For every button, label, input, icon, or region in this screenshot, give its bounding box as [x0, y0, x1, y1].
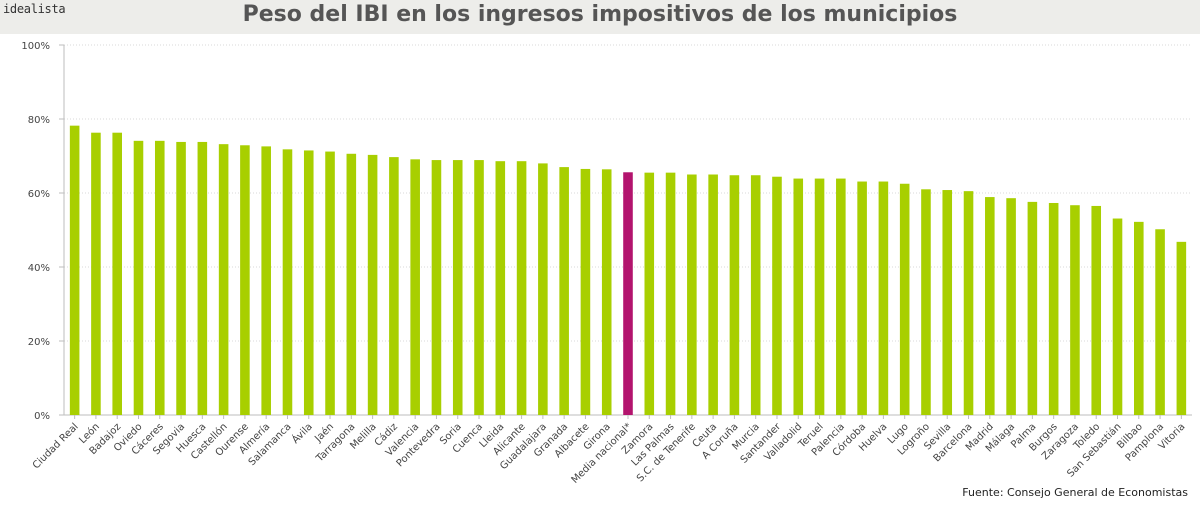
bar [878, 181, 889, 415]
bar [261, 146, 271, 415]
bar [303, 150, 314, 415]
y-tick-label: 100% [21, 41, 50, 52]
x-tick-label: Ávila [289, 420, 315, 446]
bar [1112, 218, 1123, 415]
bar [814, 178, 825, 415]
bar [899, 183, 910, 415]
bar [176, 141, 186, 415]
bar [985, 197, 995, 415]
bar [112, 132, 122, 415]
bar [1134, 221, 1144, 415]
bar [559, 167, 569, 415]
bar [1006, 198, 1016, 415]
bar [133, 140, 144, 415]
bar [601, 169, 612, 415]
y-tick-label: 80% [28, 115, 50, 126]
y-tick-label: 0% [34, 411, 50, 422]
bar [367, 154, 378, 415]
bar [963, 191, 974, 415]
bar [282, 149, 293, 415]
bar [197, 141, 208, 415]
bar [538, 163, 548, 415]
bar [91, 132, 101, 415]
bar [836, 178, 846, 415]
bar [942, 190, 953, 415]
bar [240, 145, 250, 415]
bar [665, 172, 676, 415]
bar [708, 174, 718, 415]
bar [1048, 202, 1059, 415]
bar [772, 176, 782, 415]
bar [644, 172, 655, 415]
bar [495, 161, 506, 415]
bar [474, 160, 484, 415]
bar [218, 144, 229, 415]
bar [516, 161, 527, 415]
bar-highlight [623, 172, 633, 415]
bar [346, 153, 357, 415]
bar [687, 174, 697, 415]
bar [793, 178, 804, 415]
source-note: Fuente: Consejo General de Economistas [962, 486, 1188, 499]
bar [452, 160, 463, 415]
bar [69, 125, 80, 415]
bar [1176, 241, 1187, 415]
title-band [0, 0, 1200, 34]
bar [1091, 205, 1102, 415]
bar [410, 159, 420, 415]
y-tick-label: 60% [28, 189, 50, 200]
bar [154, 140, 165, 415]
bar [389, 157, 399, 416]
x-tick-label: Ciudad Real [31, 421, 81, 471]
y-tick-label: 20% [28, 337, 50, 348]
bar [325, 151, 335, 415]
bar [1155, 229, 1165, 415]
bar [431, 160, 442, 415]
bar [750, 175, 761, 415]
y-tick-label: 40% [28, 263, 50, 274]
chart-title: Peso del IBI en los ingresos impositivos… [242, 2, 958, 27]
bar [729, 175, 740, 415]
bar [580, 168, 591, 415]
bar [1027, 201, 1038, 415]
bar [921, 189, 931, 415]
bar [1070, 205, 1080, 415]
brand-logo: idealista [3, 2, 66, 16]
bar [857, 181, 867, 415]
